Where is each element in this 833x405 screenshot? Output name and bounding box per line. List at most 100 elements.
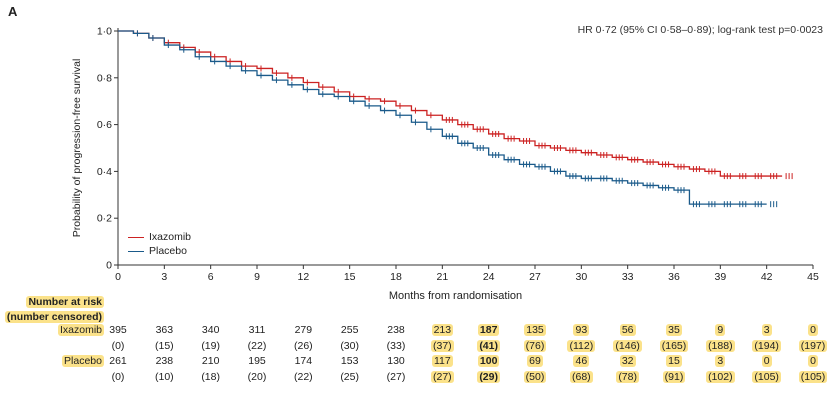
cell-value: 46 [573, 355, 590, 367]
legend-swatch-placebo [128, 250, 144, 252]
cell-value: (165) [659, 340, 689, 352]
at-risk-cell: 93 [561, 324, 601, 336]
cell-value: (194) [752, 340, 781, 352]
cell-value: (27) [430, 371, 454, 383]
y-tick-label: 0·4 [97, 166, 112, 178]
cell-value: 130 [387, 355, 405, 367]
cell-value: (68) [569, 371, 593, 383]
censored-cell: (146) [608, 340, 648, 352]
risk-table-header: Number at risk [0, 296, 104, 308]
cell-value: 93 [573, 324, 590, 336]
censored-cell: (68) [561, 371, 601, 383]
y-tick-label: 0·8 [97, 72, 112, 84]
legend-label-placebo: Placebo [149, 245, 187, 257]
x-tick-label: 21 [436, 271, 448, 283]
cell-value: (10) [154, 371, 174, 383]
cell-value: (29) [477, 371, 500, 383]
censored-cell: (41) [469, 340, 509, 352]
censored-cell: (22) [283, 371, 323, 383]
censored-cell: (27) [376, 371, 416, 383]
cell-value: (22) [293, 371, 313, 383]
risk-header-line1: Number at risk [26, 296, 104, 308]
cell-value: 135 [524, 324, 546, 336]
cell-value: 213 [431, 324, 454, 336]
cell-value: 32 [619, 355, 636, 367]
at-risk-cell: 130 [376, 355, 416, 367]
censored-cell: (25) [330, 371, 370, 383]
cell-value: 0 [761, 355, 772, 367]
censored-cell: (197) [793, 340, 833, 352]
cell-value: (105) [798, 371, 828, 383]
at-risk-cell: 279 [283, 324, 323, 336]
censored-cell: (20) [237, 371, 277, 383]
at-risk-cell: 195 [237, 355, 277, 367]
cell-value: 238 [387, 324, 405, 336]
at-risk-cell: 35 [654, 324, 694, 336]
at-risk-cell: 0 [747, 355, 787, 367]
x-tick-label: 3 [161, 271, 167, 283]
at-risk-cell: 255 [330, 324, 370, 336]
at-risk-cell: 238 [144, 355, 184, 367]
x-tick-label: 0 [115, 271, 121, 283]
censored-cell: (78) [608, 371, 648, 383]
x-tick-label: 12 [297, 271, 309, 283]
cell-value: (15) [154, 340, 174, 352]
cell-value: (112) [567, 340, 596, 352]
cell-value: (91) [662, 371, 686, 383]
legend-swatch-ixazomib [128, 236, 144, 238]
cell-value: 238 [155, 355, 174, 367]
censored-cell: (27) [422, 371, 462, 383]
censored-cell: (22) [237, 340, 277, 352]
at-risk-cell: 15 [654, 355, 694, 367]
at-risk-cell: 153 [330, 355, 370, 367]
y-tick-label: 1·0 [97, 26, 112, 38]
cell-value: 340 [201, 324, 220, 336]
legend: Ixazomib Placebo [128, 230, 191, 258]
y-tick-label: 0·2 [97, 213, 112, 225]
cell-value: (0) [111, 371, 125, 383]
risk-table-subheader: (number censored) [0, 311, 104, 323]
legend-item-ixazomib: Ixazomib [128, 230, 191, 244]
cell-value: 195 [248, 355, 266, 367]
legend-item-placebo: Placebo [128, 244, 191, 258]
at-risk-cell: 174 [283, 355, 323, 367]
censored-cell: (10) [144, 371, 184, 383]
cell-value: (30) [340, 340, 359, 352]
y-tick-label: 0·6 [97, 119, 112, 131]
risk-row-label-placebo: Placebo [62, 355, 104, 367]
x-tick-label: 30 [575, 271, 587, 283]
at-risk-cell: 9 [700, 324, 740, 336]
censored-cell: (15) [144, 340, 184, 352]
cell-value: 0 [808, 324, 818, 336]
legend-label-ixazomib: Ixazomib [149, 231, 192, 243]
censored-cell: (194) [747, 340, 787, 352]
censored-cell: (0) [98, 340, 138, 352]
x-tick-label: 42 [761, 271, 773, 283]
cell-value: (22) [247, 340, 267, 352]
cell-value: (33) [386, 340, 406, 352]
censored-cell: (76) [515, 340, 555, 352]
cell-value: 9 [715, 324, 726, 336]
x-tick-label: 33 [622, 271, 634, 283]
at-risk-cell: 117 [422, 355, 462, 367]
cell-value: 187 [477, 324, 500, 336]
cell-value: (76) [523, 340, 547, 352]
y-tick-label: 0 [106, 260, 112, 272]
km-chart: 0 3 6 9 12 15 18 21 24 27 30 33 36 39 42 4500·20·40·60·… [71, 26, 819, 301]
censored-cell: (26) [283, 340, 323, 352]
cell-value: (0) [111, 340, 125, 352]
cell-value: 117 [431, 355, 453, 367]
cell-value: (50) [523, 371, 547, 383]
cell-value: 35 [666, 324, 682, 336]
at-risk-cell: 3 [747, 324, 787, 336]
cell-value: (105) [752, 371, 781, 383]
risk-row-name: Placebo [62, 355, 104, 367]
risk-row-label-ixazomib: Ixazomib [57, 324, 104, 336]
at-risk-cell: 0 [793, 355, 833, 367]
censored-cell: (29) [469, 371, 509, 383]
cell-value: 261 [109, 355, 127, 367]
x-tick-label: 45 [807, 271, 819, 283]
x-tick-label: 18 [390, 271, 402, 283]
y-axis-label: Probability of progression-free survival [71, 59, 83, 238]
x-tick-label: 24 [483, 271, 495, 283]
